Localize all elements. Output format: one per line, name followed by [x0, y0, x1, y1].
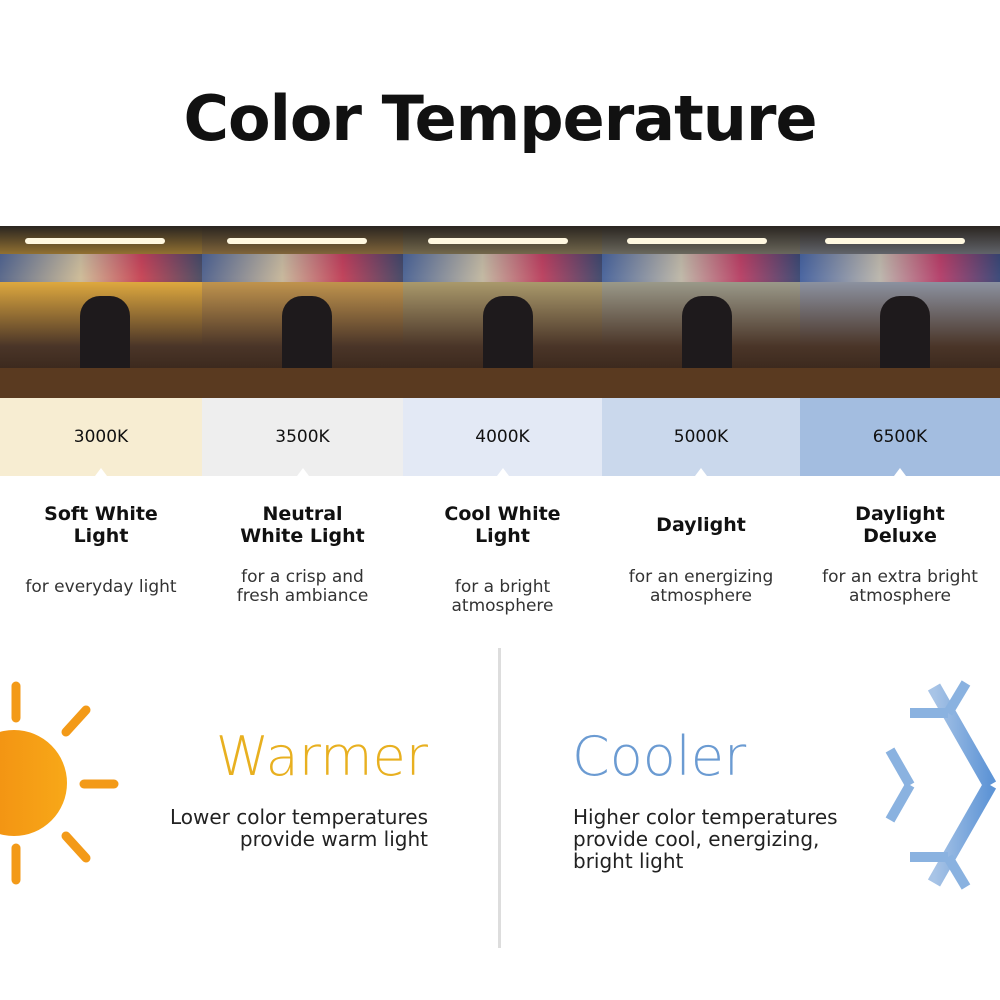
- workbench: [0, 368, 202, 398]
- light-name: Daylight: [656, 514, 746, 536]
- cooler-text: Higher color temperatures provide cool, …: [573, 805, 838, 873]
- light-description: for a crisp and fresh ambiance: [236, 567, 369, 606]
- lamp: [227, 238, 367, 244]
- lamp: [428, 238, 568, 244]
- photo-5000K: [602, 226, 800, 398]
- cooler-heading: Cooler: [572, 725, 747, 788]
- kelvin-label: 3000K: [73, 427, 129, 447]
- lamp: [825, 238, 965, 244]
- shelf: [403, 254, 602, 282]
- workbench: [602, 368, 800, 398]
- divider: [498, 648, 501, 948]
- workbench: [800, 368, 1000, 398]
- swatch-3000K: 3000K: [0, 398, 202, 476]
- light-description: for everyday light: [25, 577, 177, 597]
- photo-6500K: [800, 226, 1000, 398]
- swatch-4000K: 4000K: [403, 398, 602, 476]
- kelvin-label: 3500K: [275, 427, 330, 447]
- photo-4000K: [403, 226, 602, 398]
- kelvin-label: 4000K: [475, 427, 530, 447]
- light-name: Soft White Light: [44, 503, 158, 547]
- lamp: [25, 238, 165, 244]
- shelf: [602, 254, 800, 282]
- shelf: [800, 254, 1000, 282]
- light-name: Daylight Deluxe: [855, 503, 945, 547]
- swatch-3500K: 3500K: [202, 398, 403, 476]
- kelvin-label: 6500K: [872, 427, 928, 447]
- photo-3500K: [202, 226, 403, 398]
- shelf: [202, 254, 403, 282]
- lamp: [627, 238, 767, 244]
- kelvin-label: 5000K: [673, 427, 729, 447]
- workbench: [202, 368, 403, 398]
- sun-icon: [0, 681, 119, 885]
- swatch-6500K: 6500K: [800, 398, 1000, 476]
- photo-3000K: [0, 226, 202, 398]
- light-name: Neutral White Light: [240, 503, 365, 547]
- light-name: Cool White Light: [444, 503, 561, 547]
- warmer-text: Lower color temperatures provide warm li…: [169, 805, 428, 851]
- page-title: Color Temperature: [183, 82, 817, 155]
- light-description: for an extra bright atmosphere: [822, 567, 978, 606]
- light-description: for a bright atmosphere: [451, 577, 554, 616]
- workbench: [403, 368, 602, 398]
- shelf: [0, 254, 202, 282]
- snowflake-icon: [878, 680, 997, 890]
- swatch-5000K: 5000K: [602, 398, 800, 476]
- warmer-heading: Warmer: [215, 725, 428, 788]
- light-description: for an energizing atmosphere: [628, 567, 774, 606]
